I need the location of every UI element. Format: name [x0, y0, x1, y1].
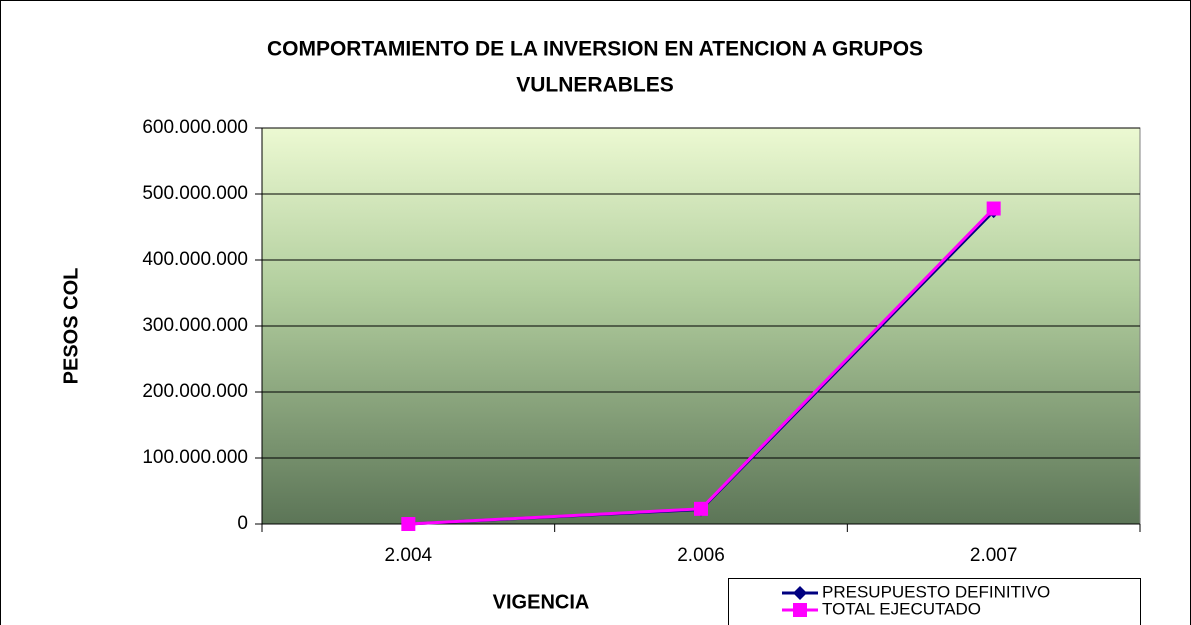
marker [401, 517, 416, 531]
x-tick-label: 2.007 [970, 545, 1018, 566]
y-tick-label: 500.000.000 [142, 183, 248, 204]
y-tick-label: 200.000.000 [142, 381, 248, 402]
marker [793, 603, 807, 617]
y-tick-label: 300.000.000 [142, 315, 248, 336]
legend-label: TOTAL EJECUTADO [822, 599, 981, 618]
x-tick-label: 2.004 [385, 545, 433, 566]
y-tick-label: 600.000.000 [142, 117, 248, 138]
y-tick-label: 100.000.000 [142, 447, 248, 468]
marker [793, 586, 807, 600]
chart-title: VULNERABLES [516, 74, 674, 97]
chart-title: COMPORTAMIENTO DE LA INVERSION EN ATENCI… [267, 38, 923, 61]
x-axis-label: VIGENCIA [493, 591, 590, 613]
x-tick-label: 2.006 [677, 545, 725, 566]
y-axis-label: PESOS COL [60, 268, 82, 385]
marker [986, 201, 1001, 216]
y-tick-label: 400.000.000 [142, 249, 248, 270]
legend-label: PRESUPUESTO DEFINITIVO [822, 582, 1050, 601]
y-tick-label: 0 [237, 513, 248, 534]
legend-box [728, 578, 1141, 625]
marker [694, 501, 708, 516]
